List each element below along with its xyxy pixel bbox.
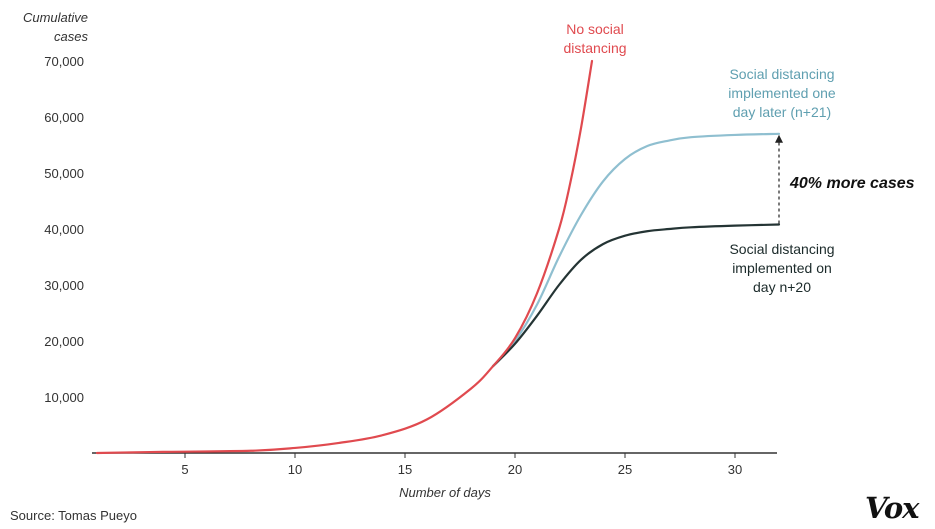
label-no-distancing: No social distancing — [545, 20, 645, 58]
x-tick-label: 10 — [288, 462, 302, 477]
x-tick-label: 20 — [508, 462, 522, 477]
y-tick-label: 30,000 — [44, 278, 84, 293]
y-tick-label: 70,000 — [44, 54, 84, 69]
vox-logo: Vox — [865, 491, 919, 525]
source-note: Source: Tomas Pueyo — [10, 508, 137, 523]
label-day-n20: Social distancing implemented on day n+2… — [697, 240, 867, 297]
x-tick-label: 30 — [728, 462, 742, 477]
x-tick-label: 5 — [181, 462, 188, 477]
x-tick-label: 25 — [618, 462, 632, 477]
label-one-day-later-text: Social distancing implemented one day la… — [728, 66, 836, 120]
x-tick-label: 15 — [398, 462, 412, 477]
y-tick-label: 50,000 — [44, 166, 84, 181]
difference-arrow-head — [775, 134, 783, 143]
label-day-n20-text: Social distancing implemented on day n+2… — [729, 241, 835, 295]
series-line-day-n20 — [491, 223, 781, 368]
series-line-no-distancing — [95, 59, 594, 455]
y-axis-title: Cumulative cases — [22, 10, 88, 44]
y-tick-label: 20,000 — [44, 334, 84, 349]
label-more-cases: 40% more cases — [790, 175, 915, 192]
label-one-day-later: Social distancing implemented one day la… — [697, 65, 867, 122]
series-line-one-day-later — [491, 132, 781, 368]
label-no-distancing-text: No social distancing — [563, 21, 627, 56]
x-axis-title: Number of days — [399, 485, 491, 500]
y-tick-label: 60,000 — [44, 110, 84, 125]
y-tick-label: 40,000 — [44, 222, 84, 237]
y-tick-label: 10,000 — [44, 390, 84, 405]
